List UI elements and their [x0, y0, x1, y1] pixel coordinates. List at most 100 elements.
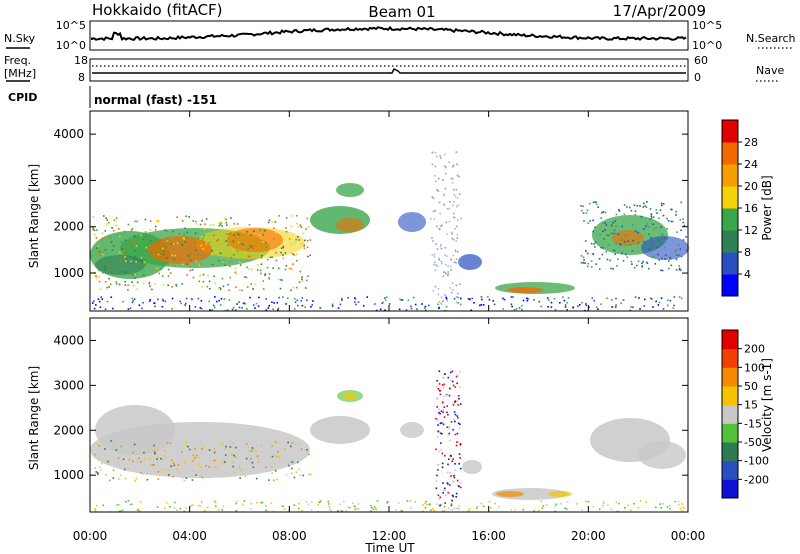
- echo-point: [293, 253, 295, 256]
- echo-point: [301, 297, 304, 299]
- echo-point: [666, 228, 668, 230]
- echo-point: [646, 262, 649, 264]
- echo-point: [600, 217, 603, 219]
- echo-point: [538, 509, 540, 512]
- echo-point: [643, 305, 645, 307]
- echo-point: [627, 504, 629, 507]
- echo-point: [234, 267, 237, 270]
- echo-point: [591, 266, 593, 268]
- echo-point: [379, 308, 382, 311]
- echo-point: [209, 224, 212, 226]
- echo-point: [107, 460, 109, 463]
- echo-point: [280, 251, 282, 254]
- echo-point: [162, 253, 165, 256]
- echo-point: [598, 258, 601, 260]
- echo-point: [683, 507, 685, 510]
- echo-point: [601, 253, 604, 256]
- echo-point: [195, 474, 197, 476]
- echo-point: [265, 509, 267, 512]
- echo-point: [371, 506, 373, 509]
- echo-point: [223, 463, 226, 465]
- freq-panel: Freq. [MHz] 18 8 60 0 Nave: [4, 54, 784, 84]
- echo-point: [263, 229, 266, 232]
- echo-point: [431, 237, 433, 239]
- echo-point: [639, 205, 641, 207]
- echo-point: [588, 306, 590, 309]
- colorbar-tick-label: -200: [744, 473, 769, 486]
- echo-point: [185, 507, 188, 509]
- echo-point: [481, 298, 483, 301]
- echo-point: [663, 246, 666, 249]
- echo-point: [213, 448, 216, 450]
- echo-point: [140, 472, 142, 474]
- echo-point: [282, 257, 285, 260]
- nave-tick-top: 60: [694, 54, 708, 67]
- echo-point: [666, 506, 669, 508]
- echo-point: [631, 250, 634, 252]
- echo-point: [262, 234, 265, 236]
- echo-point: [437, 387, 440, 390]
- echo-point: [602, 230, 604, 233]
- echo-point: [134, 256, 136, 258]
- echo-point: [443, 406, 446, 408]
- echo-point: [278, 296, 280, 299]
- echo-point: [203, 509, 206, 512]
- echo-point: [442, 275, 445, 277]
- echo-point: [100, 296, 102, 298]
- echo-point: [682, 218, 684, 220]
- echo-point: [196, 454, 198, 457]
- echo-point: [101, 298, 103, 300]
- echo-point: [104, 267, 107, 269]
- echo-point: [458, 193, 461, 195]
- echo-point: [115, 283, 118, 285]
- echo-point: [615, 297, 617, 300]
- echo-point: [117, 457, 120, 459]
- echo-point: [680, 255, 683, 258]
- echo-point: [117, 503, 120, 506]
- echo-point: [444, 294, 446, 296]
- echo-point: [582, 212, 585, 214]
- echo-point: [194, 232, 197, 234]
- echo-point: [433, 255, 436, 258]
- echo-point: [331, 303, 334, 306]
- echo-point: [295, 259, 298, 262]
- echo-point: [459, 457, 461, 459]
- echo-point: [170, 465, 172, 468]
- echo-point: [165, 253, 168, 256]
- echo-point: [308, 473, 310, 476]
- echo-point: [600, 246, 602, 249]
- echo-point: [347, 296, 349, 299]
- echo-point: [96, 443, 99, 445]
- echo-point: [95, 471, 97, 473]
- echo-point: [257, 305, 260, 307]
- echo-point: [353, 505, 356, 507]
- echo-point: [191, 269, 194, 271]
- echo-point: [444, 254, 446, 256]
- freq-label-2: [MHz]: [4, 67, 36, 80]
- echo-point: [136, 288, 138, 290]
- echo-point: [238, 306, 241, 309]
- echo-point: [629, 206, 631, 209]
- echo-point: [435, 180, 437, 182]
- echo-point: [153, 444, 155, 447]
- echo-point: [438, 498, 440, 500]
- echo-point: [157, 478, 159, 480]
- echo-point: [441, 224, 443, 227]
- echo-point: [446, 233, 448, 235]
- echo-point: [92, 216, 95, 218]
- echo-point: [453, 474, 455, 477]
- echo-point: [449, 387, 451, 390]
- echo-point: [99, 250, 101, 253]
- echo-point: [101, 232, 104, 235]
- echo-point: [357, 508, 359, 510]
- echo-point: [215, 459, 217, 462]
- echo-point: [434, 175, 436, 177]
- echo-point: [440, 442, 442, 444]
- echo-point: [433, 261, 436, 264]
- echo-point: [217, 239, 219, 241]
- echo-point: [451, 232, 453, 235]
- echo-point: [266, 266, 269, 269]
- echo-point: [160, 267, 163, 270]
- echo-point: [199, 505, 201, 507]
- echo-point: [246, 286, 249, 288]
